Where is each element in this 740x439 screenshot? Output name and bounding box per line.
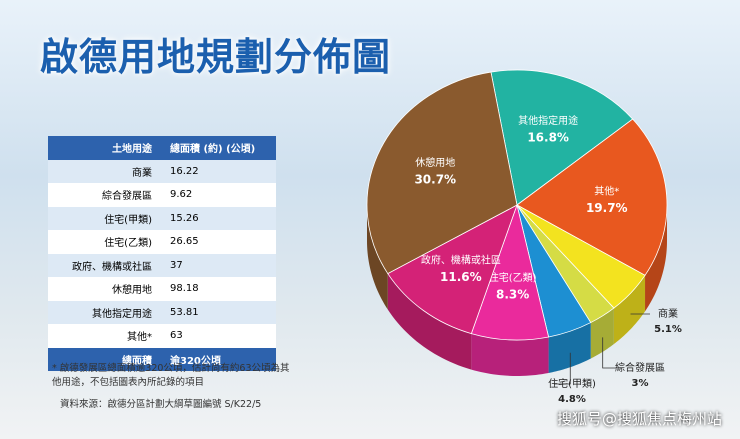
table-cell: 9.62 xyxy=(164,183,276,207)
slice-label: 商業 xyxy=(658,307,678,320)
title: 啟德用地規劃分佈圖 xyxy=(40,35,392,79)
slice-label: 政府、機構或社區 xyxy=(421,253,501,266)
source: 資料來源：啟德分區計劃大綱草圖編號 S/K22/5 xyxy=(60,399,262,410)
table-row: 住宅(乙類) 26.65 xyxy=(48,230,276,254)
pie-slice xyxy=(366,71,518,275)
table-row: 土地用途 總面積 (約) (公頃) xyxy=(48,136,276,160)
table-cell: 26.65 xyxy=(164,230,276,254)
pie-slice xyxy=(490,69,634,206)
slice-label: 其他指定用途 xyxy=(518,114,578,127)
note: * 啟德發展區總面積逾320公頃，估計尚有約63公頃為其他用途，不包括圖表內所記… xyxy=(52,363,290,388)
table-row: 其他* 63 xyxy=(48,324,276,348)
table-cell: 總面積 xyxy=(48,347,164,371)
pie-side xyxy=(613,275,646,345)
pie-side xyxy=(387,273,472,370)
table-cell: 商業 xyxy=(48,159,164,183)
table-cell: 總面積 (約) (公頃) xyxy=(164,136,276,160)
table-row: 總面積 逾320公頃 xyxy=(48,347,276,371)
table-row: 其他指定用途 53.81 xyxy=(48,300,276,324)
pie-side xyxy=(548,322,591,373)
slice-value: 30.7% xyxy=(414,173,456,187)
table-cell: 37 xyxy=(164,253,276,277)
slice-value: 3% xyxy=(632,378,649,389)
table-row: 綜合發展區 9.62 xyxy=(48,183,276,207)
slice-value: 8.3% xyxy=(496,287,529,301)
slice-label: 住宅(乙類) xyxy=(489,271,537,284)
slice-value: 16.8% xyxy=(527,131,569,145)
leader-line xyxy=(554,352,571,385)
pie-slice xyxy=(387,204,518,335)
pie-side xyxy=(590,308,614,359)
leader-line xyxy=(602,337,622,369)
pie-side xyxy=(471,333,549,376)
table-cell: 住宅(乙類) xyxy=(48,230,164,254)
table-row: 休憩用地 98.18 xyxy=(48,277,276,301)
slice-label: 綜合發展區 xyxy=(615,361,665,374)
pie-side xyxy=(645,205,667,312)
table-cell: 土地用途 xyxy=(48,136,164,160)
land-table: 土地用途 總面積 (約) (公頃) 商業 16.22 綜合發展區 9.62 住宅(甲類) 15… xyxy=(48,136,276,371)
slice-label: 住宅(甲類) xyxy=(548,377,596,390)
table-row: 住宅(甲類) 15.26 xyxy=(48,206,276,230)
table-cell: 其他* xyxy=(48,324,164,348)
slice-label: 休憩用地 xyxy=(415,156,455,169)
table-cell: 政府、機構或社區 xyxy=(48,253,164,277)
table-cell: 住宅(甲類) xyxy=(48,206,164,230)
table-cell: 綜合發展區 xyxy=(48,183,164,207)
slice-value: 4.8% xyxy=(558,394,586,405)
pie-slice xyxy=(516,118,668,276)
watermark: 搜狐号@搜狐焦点梅州站 xyxy=(556,410,722,428)
slice-value: 19.7% xyxy=(586,201,628,215)
table-row: 政府、機構或社區 37 xyxy=(48,253,276,277)
pie-side xyxy=(367,205,388,310)
slice-label: 其他* xyxy=(594,184,619,197)
table-row: 商業 16.22 xyxy=(48,159,276,183)
table-cell: 休憩用地 xyxy=(48,277,164,301)
table-cell: 逾320公頃 xyxy=(164,347,276,371)
table-cell: 63 xyxy=(164,324,276,348)
table-cell: 16.22 xyxy=(164,159,276,183)
table-cell: 98.18 xyxy=(164,277,276,301)
table-cell: 53.81 xyxy=(164,300,276,324)
slice-value: 11.6% xyxy=(440,270,482,284)
table-cell: 其他指定用途 xyxy=(48,300,164,324)
table-cell: 15.26 xyxy=(164,206,276,230)
slice-value: 5.1% xyxy=(654,324,682,335)
